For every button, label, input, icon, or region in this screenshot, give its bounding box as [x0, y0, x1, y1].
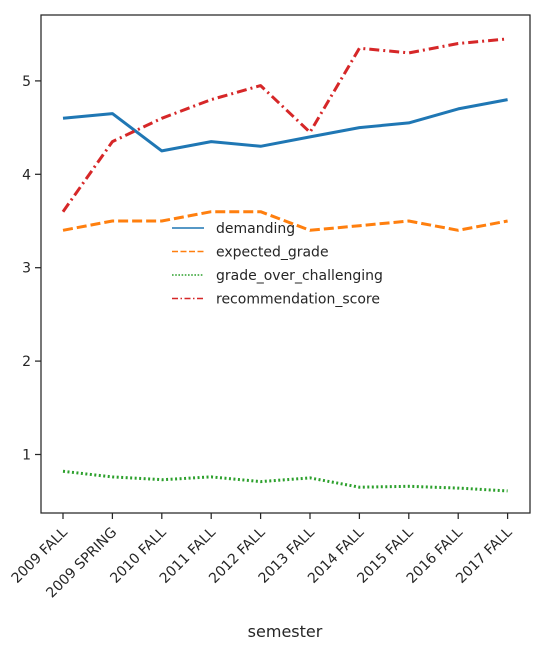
series-layer	[61, 37, 508, 493]
series-line-grade-over-challenging	[62, 469, 508, 493]
legend-label: recommendation_score	[216, 292, 380, 308]
y-tick-label: 2	[22, 354, 31, 370]
y-axis: 1 2 3 4 5	[22, 74, 41, 464]
y-tick-label: 3	[22, 261, 31, 277]
y-tick-label: 5	[22, 74, 31, 90]
series-line-demanding	[62, 98, 508, 153]
y-tick-label: 1	[22, 448, 31, 464]
legend-label: expected_grade	[216, 245, 329, 261]
series-line-expected-grade	[62, 210, 508, 232]
y-tick-label: 4	[22, 167, 31, 183]
plot-frame	[40, 14, 531, 514]
x-axis-title: semester	[248, 622, 323, 641]
series-line-recommendation-score	[61, 37, 508, 213]
legend-label: demanding	[216, 221, 295, 237]
legend: demanding expected_grade grade_over_challe…	[172, 221, 383, 308]
legend-label: grade_over_challenging	[216, 268, 383, 284]
